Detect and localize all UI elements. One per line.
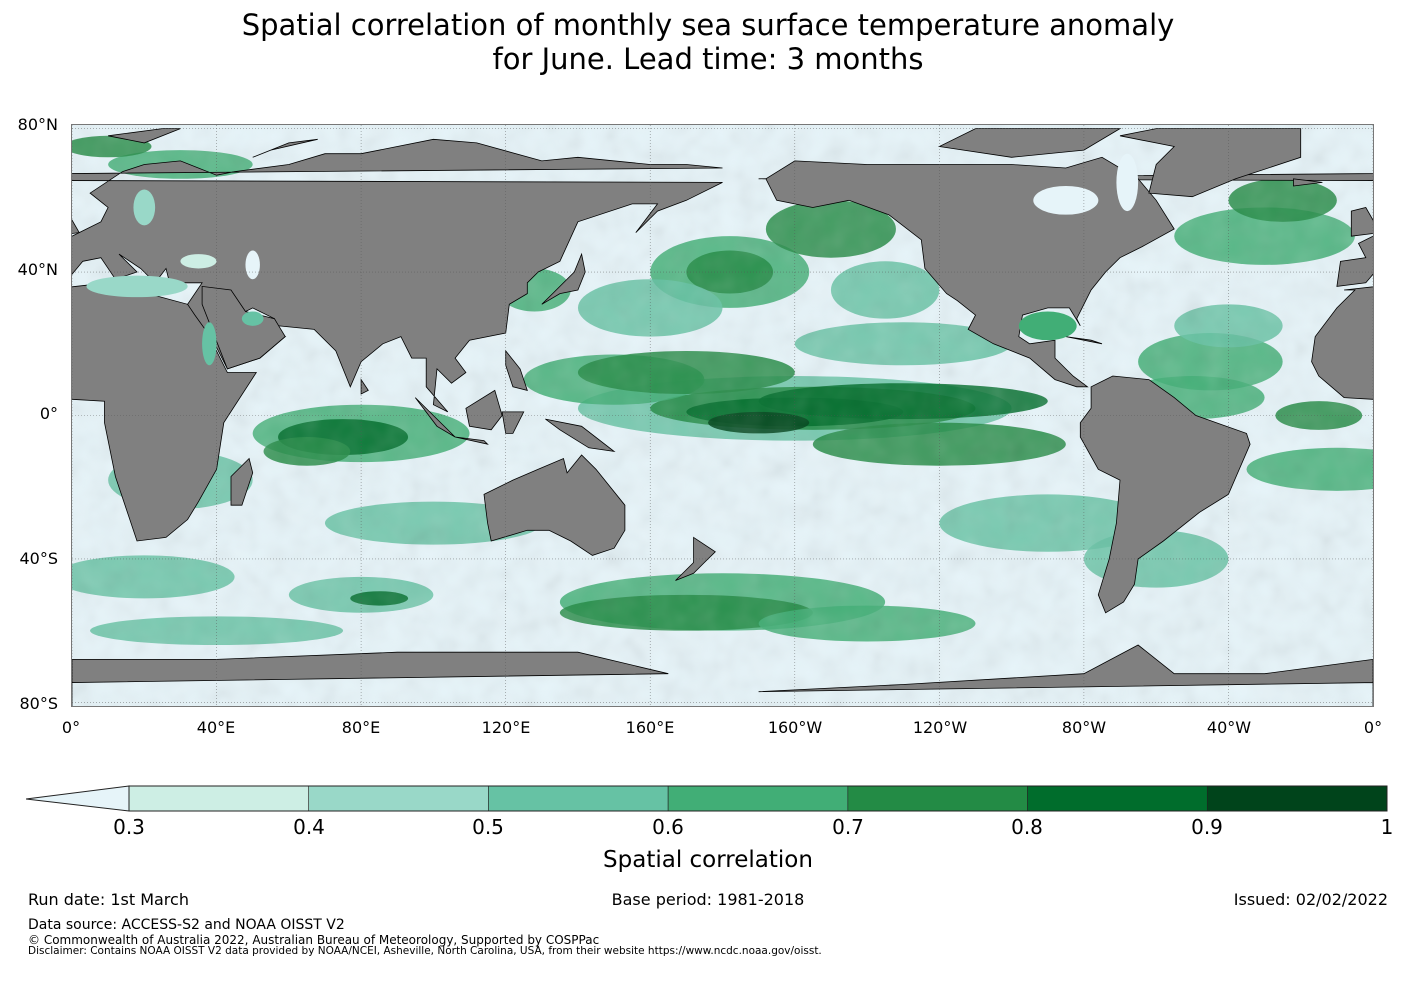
land-mass [675,536,716,581]
issued-date: Issued: 02/02/2022 [1233,890,1388,909]
land-masses [72,128,1373,706]
inland-sea [133,189,156,226]
land-mass [1079,375,1251,614]
inland-sea [1018,311,1077,341]
land-mass [501,411,525,434]
land-mass [414,397,456,438]
chart-title-line-1: Spatial correlation of monthly sea surfa… [241,8,1175,42]
inland-sea [1116,153,1139,212]
colorbar [26,785,1388,812]
inland-sea [241,311,264,326]
lon-label-120e: 120°E [481,718,531,737]
land-mass [455,436,489,445]
data-source: Data source: ACCESS-S2 and NOAA OISST V2 [28,917,345,933]
inland-sea [86,275,188,298]
colorbar-tick-0-9: 0.9 [1191,815,1223,839]
inland-sea [202,322,217,366]
land-mass [483,454,626,556]
chart-title: Spatial correlation of monthly sea surfa… [0,8,1416,76]
inland-sea [245,250,260,280]
land-mass [1065,336,1103,345]
map-panel [71,124,1374,707]
land-mass [252,138,318,158]
lon-label-120w: 120°W [912,718,968,737]
correlation-map [72,125,1373,706]
inland-sea [180,254,217,269]
lat-label-40s: 40°S [19,549,58,568]
lat-label-80n: 80°N [17,115,58,134]
inland-sea [1033,185,1099,215]
colorbar-under-arrow [26,785,130,812]
land-mass [758,644,1373,706]
lon-label-40e: 40°E [196,718,236,737]
run-date: Run date: 1st March [28,890,189,909]
colorbar-outline [128,785,1388,812]
land-mass [465,389,503,431]
chart-title-line-2: for June. Lead time: 3 months [492,42,924,76]
colorbar-segment [1206,785,1388,812]
lon-label-0-west: 0° [61,718,81,737]
colorbar-segment [128,785,310,812]
colorbar-title: Spatial correlation [603,847,813,873]
copyright-notice: © Commonwealth of Australia 2022, Austra… [28,933,600,947]
lon-label-80w: 80°W [1061,718,1107,737]
colorbar-tick-0-6: 0.6 [652,815,684,839]
land-mass [1350,207,1373,237]
lon-label-0-east: 0° [1363,718,1383,737]
colorbar-segment [1027,785,1208,812]
lat-label-0: 0° [39,404,58,423]
land-mass [72,651,669,706]
colorbar-segment [847,785,1028,812]
land-mass [1293,178,1323,187]
lon-label-160w: 160°W [767,718,823,737]
colorbar-tick-0-8: 0.8 [1011,815,1043,839]
colorbar-tick-0-7: 0.7 [832,815,864,839]
colorbar-tick-0-4: 0.4 [293,815,325,839]
colorbar-segment [308,785,489,812]
lon-label-160e: 160°E [625,718,675,737]
land-mass [230,457,254,506]
disclaimer: Disclaimer: Contains NOAA OISST V2 data … [28,945,822,957]
colorbar-segment [488,785,669,812]
colorbar-segment [667,785,849,812]
colorbar-tick-0-3: 0.3 [113,815,145,839]
lat-label-40n: 40°N [17,260,58,279]
land-mass [541,252,586,305]
land-mass [1311,286,1373,400]
land-mass [545,418,616,453]
map-gridlines [72,125,1373,706]
land-mass [72,219,80,234]
land-mass [937,128,1122,158]
lon-label-40w: 40°W [1206,718,1252,737]
lat-label-80s: 80°S [19,694,58,713]
base-period: Base period: 1981-2018 [611,890,805,909]
colorbar-tick-0-5: 0.5 [472,815,504,839]
lon-label-80e: 80°E [341,718,381,737]
colorbar-tick-1: 1 [1380,815,1394,839]
